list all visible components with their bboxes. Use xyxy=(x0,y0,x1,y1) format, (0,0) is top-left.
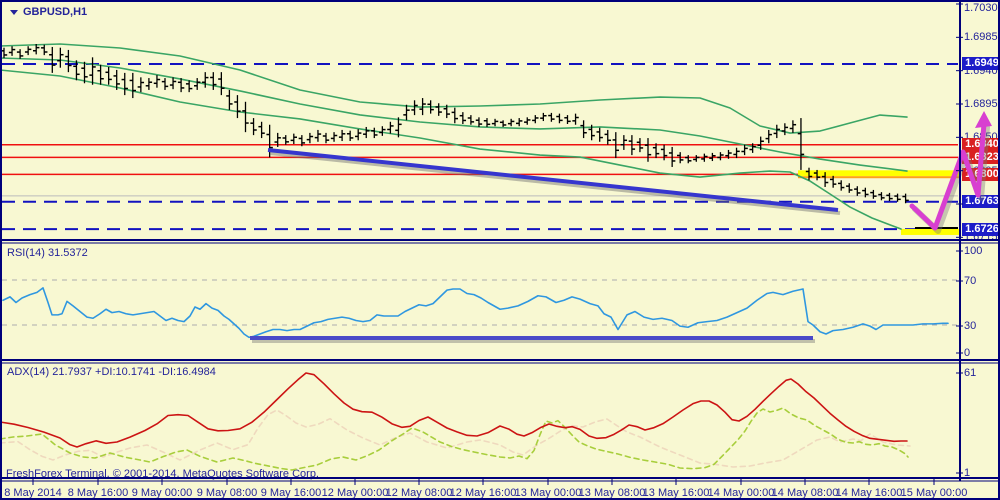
symbol-text: GBPUSD,H1 xyxy=(23,6,88,18)
time-tick-label: 14 May 16:00 xyxy=(835,487,903,499)
copyright-text: FreshForex Terminal, © 2001-2014, MetaQu… xyxy=(6,468,319,480)
price-tick-label: 1.7030 xyxy=(964,2,998,14)
time-tick-label: 9 May 00:00 xyxy=(131,487,193,499)
symbol-label[interactable]: GBPUSD,H1 xyxy=(10,6,87,18)
adx-level-label: 1 xyxy=(964,467,971,479)
time-tick-label: 14 May 08:00 xyxy=(771,487,839,499)
rsi-level-label: 0 xyxy=(964,347,971,359)
symbol-dropdown-icon[interactable] xyxy=(10,9,18,15)
time-tick-label: 13 May 08:00 xyxy=(578,487,646,499)
adx-level-label: 61 xyxy=(964,367,977,379)
rsi-level-label: 100 xyxy=(964,245,983,257)
price-badge: 1.6949 xyxy=(962,57,1000,71)
time-tick-label: 8 May 2014 xyxy=(4,487,62,499)
time-tick-label: 12 May 00:00 xyxy=(321,487,389,499)
price-badge: 1.6840 xyxy=(962,138,1000,152)
price-badge: 1.6800 xyxy=(962,167,1000,181)
rsi-level-label: 30 xyxy=(964,320,977,332)
rsi-indicator-label: RSI(14) 31.5372 xyxy=(7,247,88,259)
time-tick-label: 14 May 00:00 xyxy=(707,487,775,499)
price-badge: 1.6726 xyxy=(962,222,1000,236)
price-tick-label: 1.6895 xyxy=(964,97,998,110)
price-badge: 1.6763 xyxy=(962,195,1000,209)
time-tick-label: 9 May 08:00 xyxy=(196,487,258,499)
adx-indicator-label: ADX(14) 21.7937 +DI:10.1741 -DI:16.4984 xyxy=(7,366,216,378)
time-tick-label: 8 May 16:00 xyxy=(67,487,129,499)
price-badge: 1.6823 xyxy=(962,150,1000,164)
time-tick-label: 12 May 16:00 xyxy=(449,487,517,499)
time-tick-label: 13 May 00:00 xyxy=(514,487,582,499)
time-tick-label: 9 May 16:00 xyxy=(260,487,322,499)
time-tick-label: 13 May 16:00 xyxy=(642,487,710,499)
time-tick-label: 15 May 00:00 xyxy=(900,487,968,499)
rsi-level-label: 70 xyxy=(964,275,977,287)
price-tick-label: 1.6985 xyxy=(964,31,998,44)
time-tick-label: 12 May 08:00 xyxy=(385,487,453,499)
